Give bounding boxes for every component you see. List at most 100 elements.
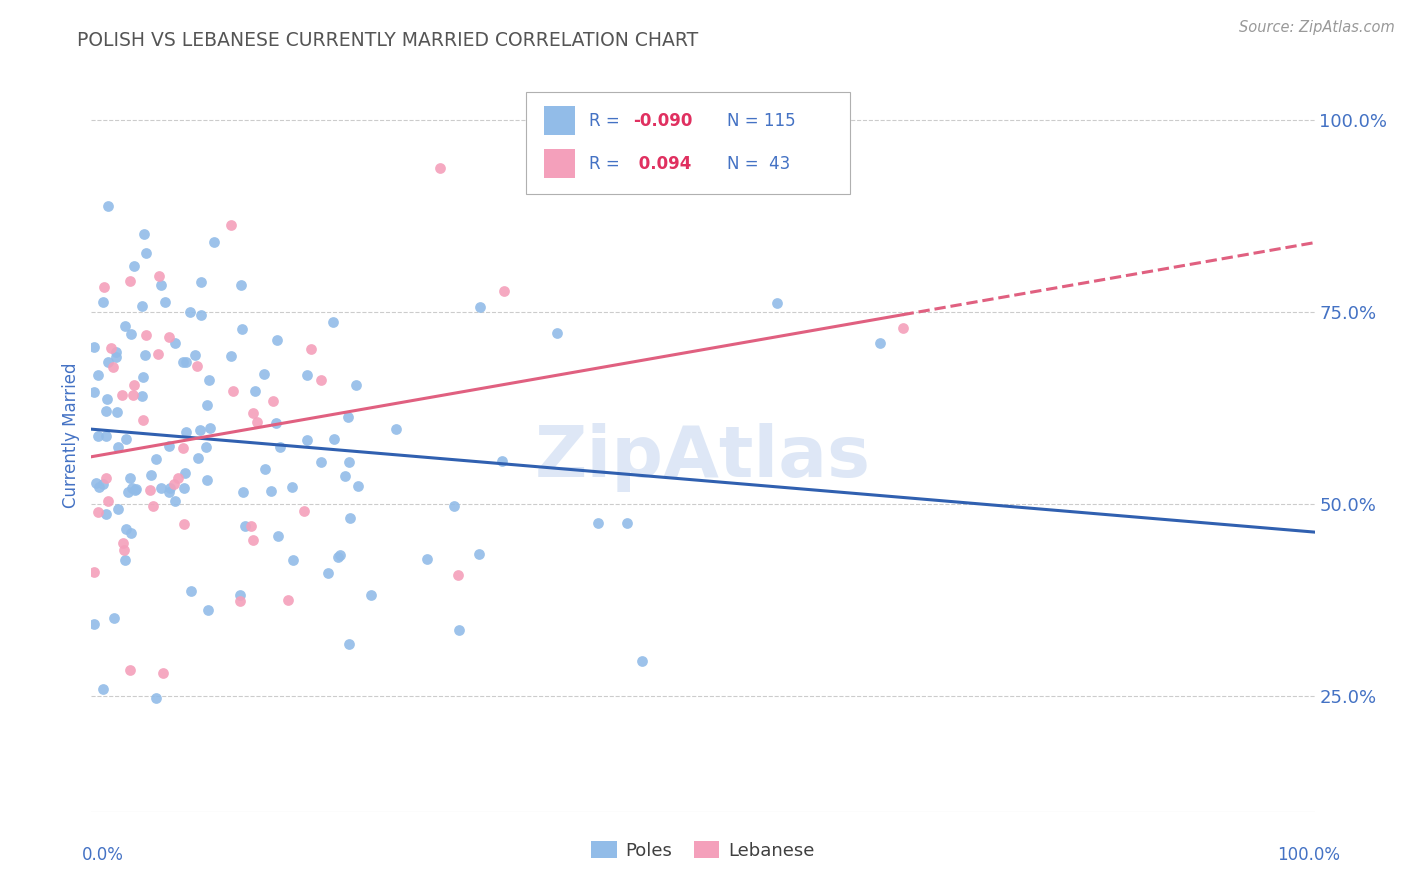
Point [122, 259, 145, 273]
Point [229, 588, 252, 602]
Point [546, 326, 568, 340]
Point [142, 499, 165, 513]
Point [347, 479, 370, 493]
Point [264, 416, 287, 430]
Point [173, 517, 195, 532]
Point [766, 296, 789, 310]
Point [197, 473, 219, 487]
Point [184, 348, 207, 362]
Point [146, 347, 169, 361]
Text: POLISH VS LEBANESE CURRENTLY MARRIED CORRELATION CHART: POLISH VS LEBANESE CURRENTLY MARRIED COR… [77, 31, 699, 50]
Text: R =: R = [589, 154, 626, 172]
Point [122, 388, 145, 402]
Point [134, 348, 156, 362]
Point [339, 511, 361, 525]
Point [195, 441, 218, 455]
Point [103, 360, 125, 375]
Point [105, 405, 128, 419]
Point [449, 623, 471, 637]
Point [242, 406, 264, 420]
Point [229, 594, 252, 608]
Text: N =  43: N = 43 [727, 154, 790, 172]
Point [132, 227, 155, 241]
Text: 0.0%: 0.0% [82, 846, 124, 863]
Point [337, 637, 360, 651]
Point [124, 483, 146, 497]
Point [281, 553, 304, 567]
Point [180, 584, 202, 599]
Point [83, 617, 105, 632]
Point [117, 484, 139, 499]
Point [120, 471, 142, 485]
Point [891, 321, 914, 335]
FancyBboxPatch shape [526, 92, 849, 194]
FancyBboxPatch shape [544, 106, 575, 135]
Text: 100.0%: 100.0% [1277, 846, 1340, 863]
Point [120, 274, 142, 288]
Point [174, 425, 197, 439]
Point [145, 452, 167, 467]
Point [219, 349, 242, 363]
Point [385, 422, 408, 436]
Point [269, 440, 291, 454]
Point [112, 536, 135, 550]
Point [443, 499, 465, 513]
Point [344, 377, 367, 392]
Point [131, 389, 153, 403]
FancyBboxPatch shape [544, 149, 575, 178]
Point [586, 516, 609, 530]
Point [491, 454, 513, 468]
Point [121, 481, 143, 495]
Point [295, 368, 318, 383]
Point [87, 480, 110, 494]
Point [295, 433, 318, 447]
Point [360, 588, 382, 602]
Point [277, 592, 299, 607]
Point [86, 505, 108, 519]
Text: R =: R = [589, 112, 626, 129]
Point [468, 547, 491, 561]
Point [309, 373, 332, 387]
Point [173, 481, 195, 495]
Point [115, 432, 138, 446]
Text: ZipAtlas: ZipAtlas [536, 423, 870, 492]
Point [148, 269, 170, 284]
Point [155, 295, 177, 310]
Point [157, 439, 180, 453]
Point [97, 198, 120, 212]
Point [198, 373, 221, 387]
Point [202, 235, 225, 250]
Point [122, 378, 145, 392]
Point [112, 542, 135, 557]
Point [125, 482, 148, 496]
Point [107, 502, 129, 516]
Text: 0.094: 0.094 [633, 154, 692, 172]
Point [322, 432, 344, 446]
Point [231, 278, 253, 293]
Point [198, 421, 221, 435]
Point [254, 461, 277, 475]
Point [172, 441, 194, 455]
Point [83, 566, 105, 580]
Point [97, 493, 120, 508]
Text: Source: ZipAtlas.com: Source: ZipAtlas.com [1239, 20, 1395, 35]
Point [336, 409, 359, 424]
Point [195, 398, 218, 412]
Point [190, 423, 212, 437]
Point [132, 412, 155, 426]
Point [253, 367, 276, 381]
Point [139, 468, 162, 483]
Point [87, 368, 110, 383]
Point [135, 246, 157, 260]
Point [468, 301, 491, 315]
Point [157, 330, 180, 344]
Point [83, 384, 105, 399]
Point [94, 471, 117, 485]
Point [447, 567, 470, 582]
Point [179, 305, 201, 319]
Point [173, 467, 195, 481]
Point [869, 335, 891, 350]
Point [96, 392, 118, 406]
Point [316, 566, 339, 581]
Point [114, 553, 136, 567]
